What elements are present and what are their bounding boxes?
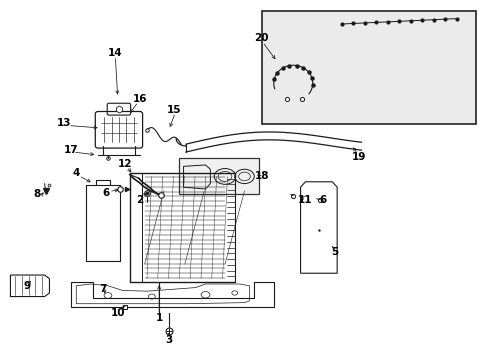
Text: 4: 4 [72, 168, 80, 178]
Text: 7: 7 [99, 284, 106, 294]
Text: 11: 11 [298, 195, 312, 205]
Text: 5: 5 [330, 247, 338, 257]
Text: 20: 20 [254, 33, 268, 43]
Text: 10: 10 [110, 308, 125, 318]
Text: 6: 6 [102, 188, 109, 198]
Text: 14: 14 [108, 48, 122, 58]
Text: 17: 17 [64, 144, 79, 154]
Text: 18: 18 [254, 171, 268, 181]
Text: 8: 8 [34, 189, 41, 199]
Text: 15: 15 [166, 105, 181, 115]
Bar [261, 12, 475, 125]
Text: 9: 9 [24, 281, 31, 291]
Text: 19: 19 [351, 152, 366, 162]
Text: 12: 12 [118, 159, 132, 169]
Text: 13: 13 [57, 118, 71, 128]
Text: 2: 2 [136, 195, 143, 205]
Text: 6: 6 [318, 195, 325, 205]
Text: 3: 3 [165, 334, 172, 345]
Bar [178, 158, 259, 194]
Text: 1: 1 [155, 313, 163, 323]
Text: 16: 16 [132, 94, 146, 104]
